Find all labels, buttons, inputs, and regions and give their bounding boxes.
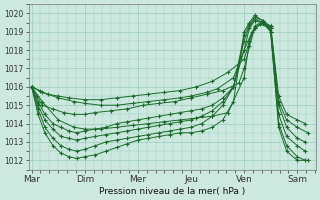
X-axis label: Pression niveau de la mer( hPa ): Pression niveau de la mer( hPa ) xyxy=(99,187,245,196)
